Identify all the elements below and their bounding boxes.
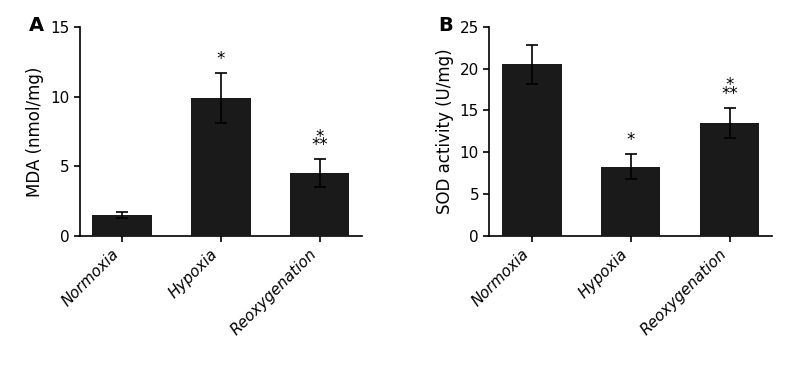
Text: *: * [725, 76, 734, 94]
Bar [700, 123, 759, 236]
Y-axis label: SOD activity (U/mg): SOD activity (U/mg) [436, 49, 455, 214]
Text: A: A [29, 16, 44, 35]
Text: B: B [439, 16, 454, 35]
Text: **: ** [311, 136, 328, 154]
Bar [191, 98, 251, 236]
Text: *: * [315, 128, 324, 146]
Y-axis label: MDA (nmol/mg): MDA (nmol/mg) [26, 66, 45, 197]
Bar [502, 64, 562, 236]
Text: *: * [217, 50, 225, 67]
Text: **: ** [721, 85, 738, 103]
Bar [290, 173, 349, 236]
Text: *: * [626, 131, 635, 149]
Bar [601, 166, 661, 236]
Bar [92, 215, 152, 236]
